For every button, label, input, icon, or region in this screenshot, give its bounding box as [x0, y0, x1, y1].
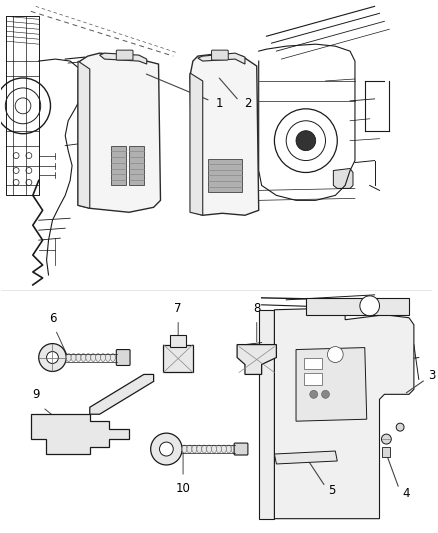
Ellipse shape: [81, 353, 86, 361]
Text: 5: 5: [328, 484, 336, 497]
Circle shape: [381, 434, 391, 444]
Text: 6: 6: [49, 312, 56, 325]
Polygon shape: [129, 146, 144, 185]
Polygon shape: [190, 53, 259, 215]
Polygon shape: [306, 298, 409, 315]
Text: 4: 4: [402, 487, 410, 500]
Ellipse shape: [221, 445, 226, 453]
Circle shape: [159, 442, 173, 456]
Polygon shape: [259, 310, 275, 519]
FancyBboxPatch shape: [382, 447, 390, 457]
Circle shape: [328, 346, 343, 362]
Ellipse shape: [182, 445, 187, 453]
Polygon shape: [111, 146, 126, 185]
Ellipse shape: [197, 445, 202, 453]
Ellipse shape: [101, 353, 106, 361]
Polygon shape: [208, 158, 242, 192]
Polygon shape: [275, 308, 414, 519]
Ellipse shape: [86, 353, 91, 361]
Polygon shape: [237, 345, 276, 375]
Ellipse shape: [212, 445, 216, 453]
FancyBboxPatch shape: [304, 358, 321, 369]
Circle shape: [310, 390, 318, 398]
Ellipse shape: [106, 353, 110, 361]
Polygon shape: [296, 348, 367, 421]
FancyBboxPatch shape: [163, 345, 193, 373]
FancyBboxPatch shape: [212, 50, 228, 60]
Text: 10: 10: [176, 482, 191, 495]
Circle shape: [296, 131, 316, 151]
Polygon shape: [31, 414, 129, 454]
Text: 9: 9: [32, 389, 39, 401]
Polygon shape: [99, 53, 147, 64]
Polygon shape: [78, 61, 90, 208]
Ellipse shape: [231, 445, 236, 453]
FancyBboxPatch shape: [117, 350, 130, 366]
Circle shape: [321, 390, 329, 398]
FancyBboxPatch shape: [170, 335, 186, 346]
Circle shape: [151, 433, 182, 465]
Polygon shape: [78, 53, 160, 212]
FancyBboxPatch shape: [117, 50, 133, 60]
Ellipse shape: [110, 353, 115, 361]
Text: 2: 2: [244, 98, 251, 110]
Circle shape: [39, 344, 66, 372]
FancyBboxPatch shape: [304, 374, 321, 385]
Ellipse shape: [95, 353, 101, 361]
Circle shape: [46, 352, 58, 364]
Ellipse shape: [76, 353, 81, 361]
Text: 3: 3: [429, 369, 436, 382]
Ellipse shape: [71, 353, 76, 361]
Polygon shape: [333, 168, 353, 188]
Text: 7: 7: [174, 302, 182, 315]
Ellipse shape: [91, 353, 95, 361]
Ellipse shape: [202, 445, 207, 453]
Ellipse shape: [216, 445, 221, 453]
Polygon shape: [90, 375, 154, 414]
Polygon shape: [198, 53, 245, 64]
Text: 1: 1: [215, 98, 223, 110]
FancyBboxPatch shape: [234, 443, 248, 455]
Polygon shape: [275, 451, 337, 464]
Polygon shape: [190, 73, 203, 215]
Ellipse shape: [192, 445, 197, 453]
Circle shape: [360, 296, 379, 316]
Ellipse shape: [187, 445, 192, 453]
Ellipse shape: [226, 445, 231, 453]
Circle shape: [396, 423, 404, 431]
Ellipse shape: [207, 445, 212, 453]
Ellipse shape: [66, 353, 71, 361]
Text: 8: 8: [253, 302, 261, 315]
